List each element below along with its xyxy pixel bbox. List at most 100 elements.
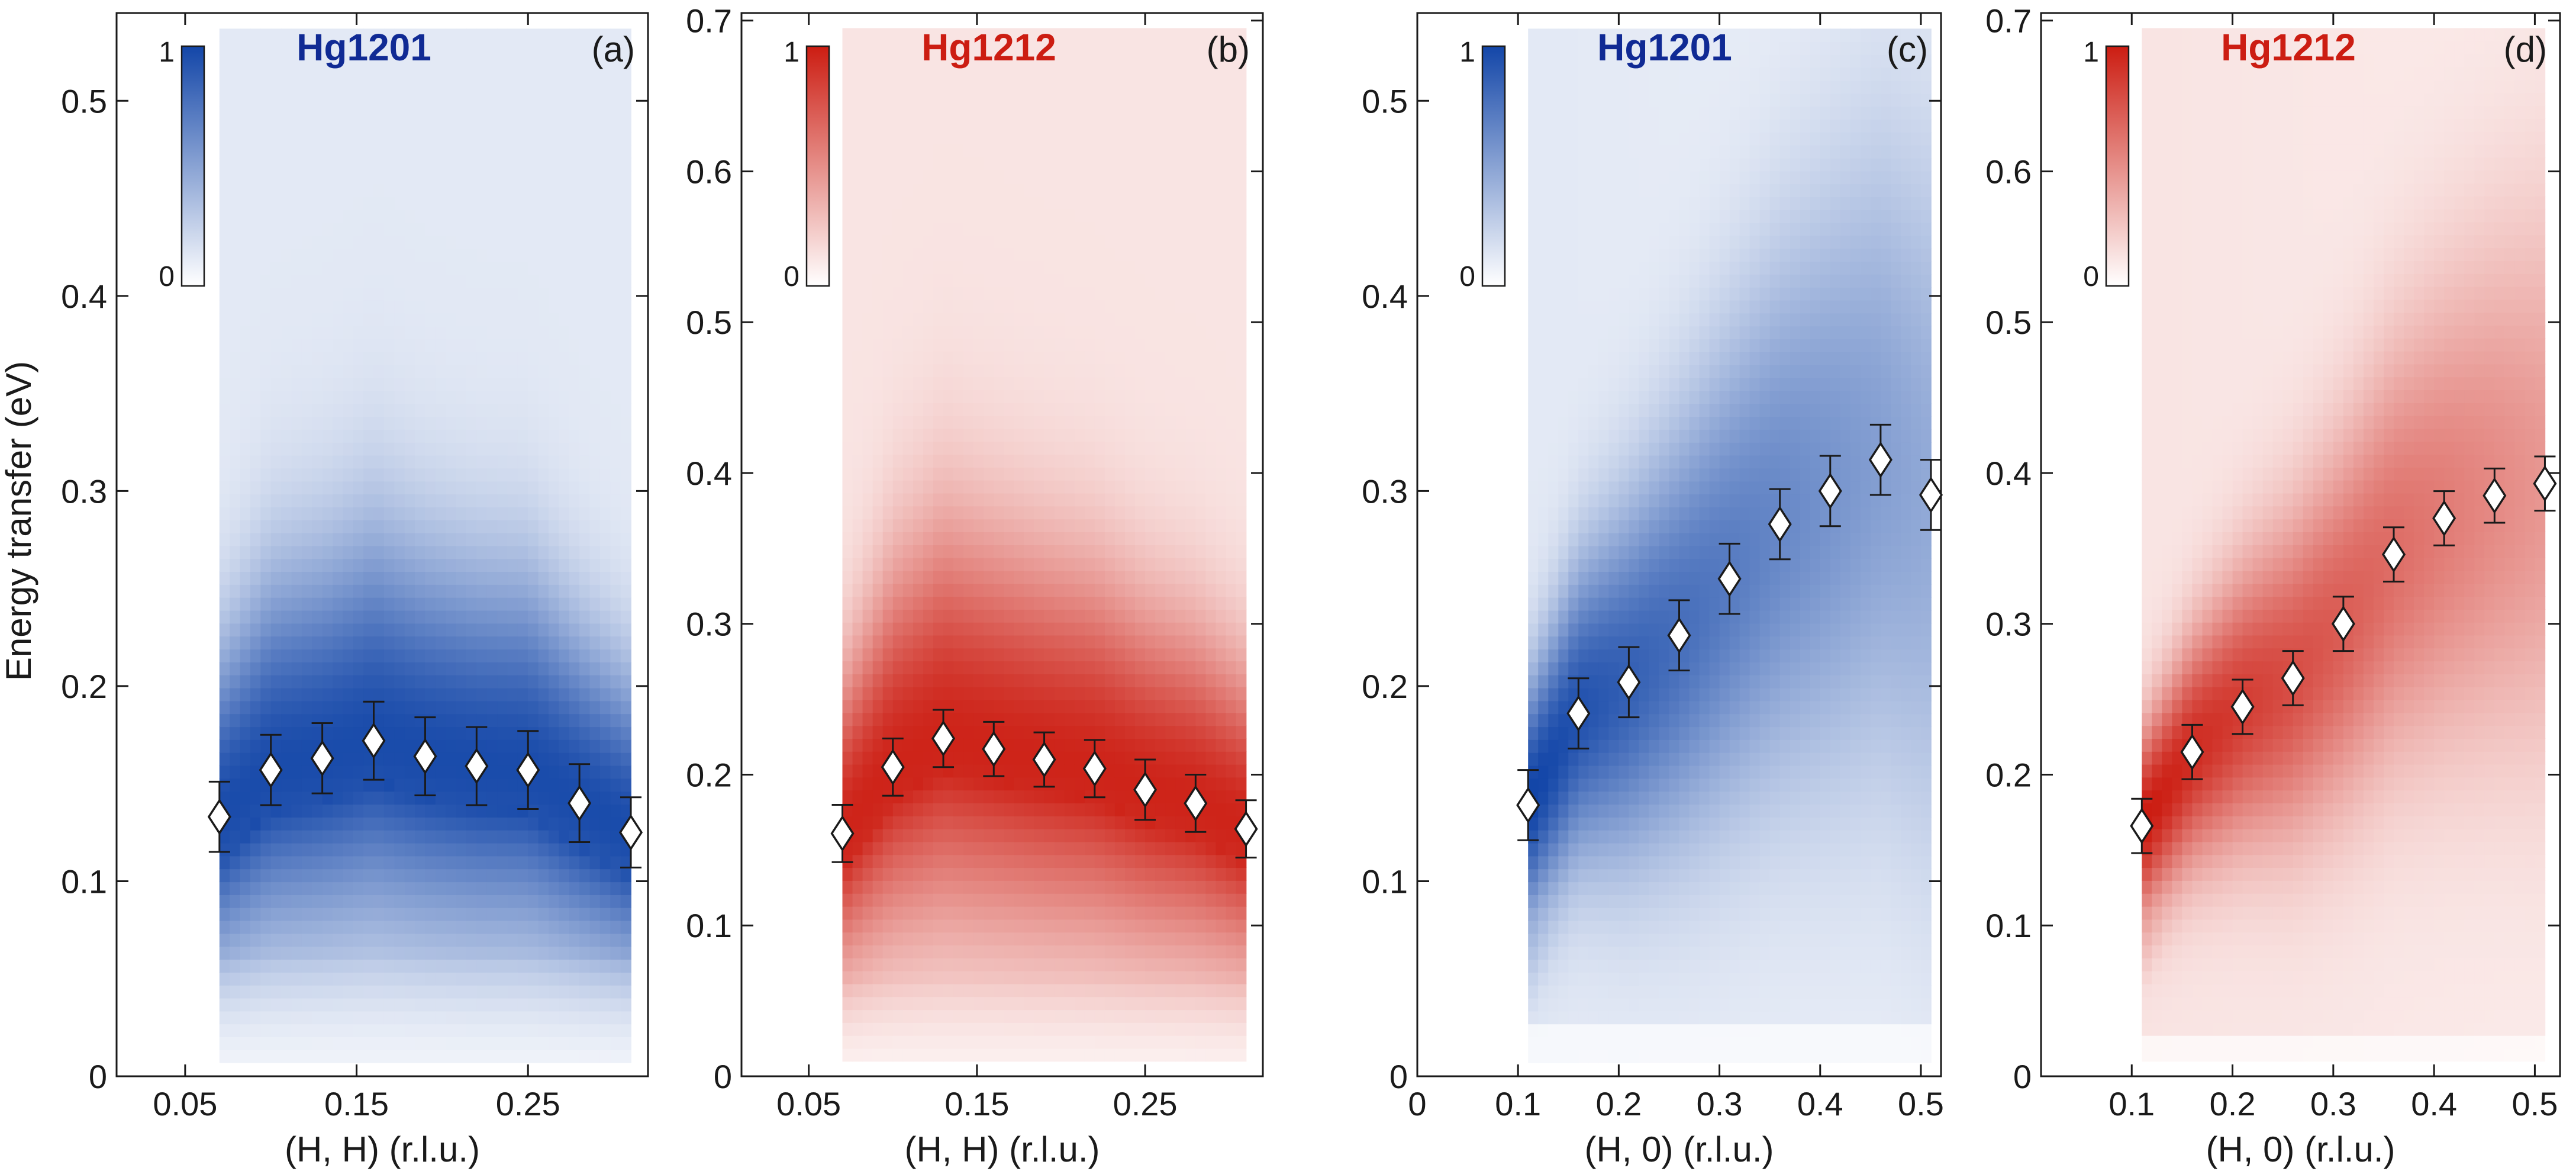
heatmap-cell <box>913 557 924 571</box>
heatmap-cell <box>569 235 580 249</box>
heatmap-cell <box>446 545 457 559</box>
heatmap-cell <box>599 662 611 675</box>
heatmap-cell <box>404 882 415 895</box>
heatmap-cell <box>476 830 488 844</box>
heatmap-cell <box>559 662 570 675</box>
heatmap-cell <box>852 312 863 326</box>
heatmap-cell <box>373 895 385 908</box>
heatmap-cell <box>322 920 333 934</box>
y-tick-label: 0.3 <box>61 472 107 510</box>
heatmap-cell <box>892 299 904 313</box>
heatmap-cell <box>872 803 884 816</box>
heatmap-cell <box>486 300 498 314</box>
heatmap-cell <box>973 583 985 597</box>
heatmap-cell <box>497 403 508 417</box>
heatmap-cell <box>363 700 375 715</box>
heatmap-cell <box>312 403 323 417</box>
heatmap-cell <box>517 67 528 81</box>
heatmap-cell <box>1044 699 1055 713</box>
heatmap-cell <box>953 247 964 261</box>
heatmap-cell <box>933 983 944 998</box>
heatmap-cell <box>984 983 995 998</box>
heatmap-cell <box>882 144 894 158</box>
heatmap-cell <box>1044 454 1055 468</box>
heatmap-cell <box>579 119 591 133</box>
heatmap-cell <box>923 221 934 236</box>
heatmap-cell <box>538 403 549 417</box>
heatmap-cell <box>973 506 985 520</box>
heatmap-cell <box>446 520 457 533</box>
colorbar <box>180 45 205 287</box>
heatmap-cell <box>913 932 924 945</box>
heatmap-cell <box>250 662 262 675</box>
heatmap-cell <box>353 1024 364 1037</box>
heatmap-cell <box>394 998 405 1012</box>
heatmap-cell <box>984 377 995 390</box>
heatmap-cell <box>902 712 914 726</box>
heatmap-cell <box>517 882 528 895</box>
heatmap-cell <box>322 41 333 55</box>
heatmap-cell <box>250 985 262 999</box>
heatmap-cell <box>476 558 488 572</box>
heatmap-cell <box>373 455 385 469</box>
heatmap-cell <box>1034 867 1045 881</box>
heatmap-cell <box>435 610 446 624</box>
heatmap-cell <box>363 326 375 340</box>
heatmap-cell <box>842 893 853 907</box>
heatmap-cell <box>892 519 904 532</box>
heatmap-cell <box>507 93 518 107</box>
heatmap-cell <box>333 248 344 262</box>
heatmap-cell <box>862 105 873 119</box>
heatmap-cell <box>476 1011 488 1025</box>
heatmap-cell <box>1024 480 1035 494</box>
heatmap-cell <box>219 933 230 947</box>
heatmap-cell <box>538 791 549 805</box>
heatmap-cell <box>260 700 272 715</box>
heatmap-cell <box>1054 1035 1065 1049</box>
heatmap-cell <box>528 144 539 159</box>
heatmap-cell <box>476 545 488 559</box>
heatmap-cell <box>852 854 863 868</box>
heatmap-cell <box>1044 390 1055 403</box>
heatmap-cell <box>538 222 549 236</box>
heatmap-cell <box>466 649 478 662</box>
heatmap-cell <box>538 558 549 572</box>
heatmap-cell <box>446 933 457 947</box>
heatmap-cell <box>415 157 426 172</box>
heatmap-cell <box>923 906 934 920</box>
heatmap-cell <box>281 157 292 172</box>
heatmap-cell <box>984 1048 995 1062</box>
heatmap-cell <box>230 403 241 417</box>
heatmap-cell <box>933 1022 944 1036</box>
heatmap-cell <box>383 248 395 262</box>
heatmap-cell <box>862 557 873 571</box>
heatmap-cell <box>497 41 508 55</box>
heatmap-cell <box>852 906 863 920</box>
heatmap-cell <box>343 636 354 650</box>
heatmap-cell <box>363 119 375 133</box>
heatmap-cell <box>923 1048 934 1062</box>
heatmap-cell <box>322 197 333 210</box>
heatmap-cell <box>569 623 580 637</box>
heatmap-cell <box>923 1035 934 1049</box>
heatmap-cell <box>281 868 292 883</box>
heatmap-cell <box>1034 183 1045 197</box>
heatmap-cell <box>842 1035 853 1049</box>
heatmap-cell <box>301 41 313 55</box>
heatmap-cell <box>599 842 611 857</box>
heatmap-cell <box>291 54 302 68</box>
heatmap-cell <box>620 326 631 340</box>
heatmap-cell <box>343 339 354 352</box>
heatmap-cell <box>599 752 611 766</box>
heatmap-cell <box>1014 131 1025 145</box>
heatmap-cell <box>456 507 467 520</box>
heatmap-cell <box>497 597 508 611</box>
heatmap-cell <box>579 377 591 391</box>
heatmap-cell <box>549 998 560 1012</box>
heatmap-cell <box>415 300 426 314</box>
heatmap-cell <box>260 416 272 430</box>
heatmap-cell <box>943 467 954 481</box>
heatmap-cell <box>497 1011 508 1025</box>
heatmap-cell <box>270 170 282 185</box>
heatmap-cell <box>394 842 405 857</box>
